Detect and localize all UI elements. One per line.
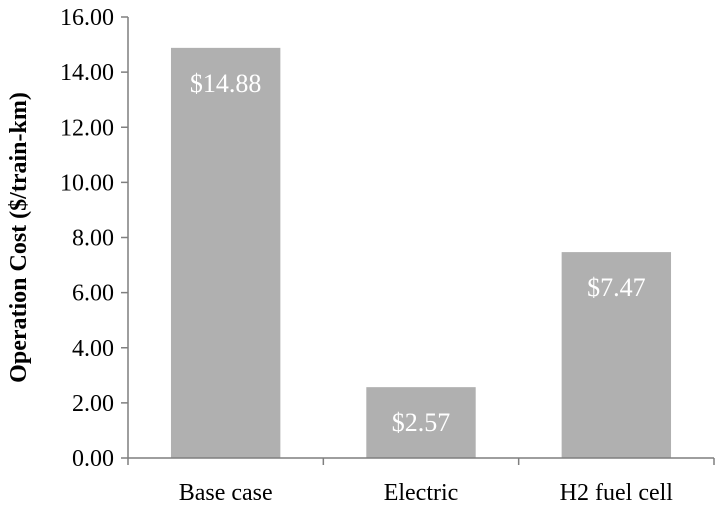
y-tick-label-6: 12.00	[60, 115, 114, 141]
x-tick-label-1: Electric	[384, 480, 459, 506]
x-tick-label-2: H2 fuel cell	[560, 480, 674, 506]
x-tick-label-0: Base case	[179, 480, 273, 506]
y-tick-label-7: 14.00	[60, 60, 114, 86]
y-tick-label-0: 0.00	[72, 446, 114, 472]
x-ticks-group: Base case Electric H2 fuel cell	[127, 458, 715, 506]
data-label-1: $2.57	[392, 408, 451, 437]
y-tick-label-3: 6.00	[72, 281, 114, 307]
y-tick-label-8: 16.00	[60, 5, 114, 31]
bar-1	[366, 387, 476, 458]
data-labels-group: $14.88 $2.57 $7.47	[190, 69, 646, 437]
y-tick-label-4: 8.00	[72, 226, 114, 252]
y-tick-label-1: 2.00	[72, 391, 114, 417]
y-tick-label-2: 4.00	[72, 336, 114, 362]
bars-group	[170, 47, 672, 459]
bar-0	[170, 47, 281, 459]
bar-2	[561, 252, 672, 458]
data-label-2: $7.47	[587, 273, 646, 302]
y-ticks-group: 0.00 2.00 4.00 6.00 8.00 10.00 12.00 14.00 16.00	[60, 5, 128, 472]
data-label-0: $14.88	[190, 69, 262, 98]
y-axis-title: Operation Cost ($/train-km)	[6, 92, 32, 383]
y-tick-label-5: 10.00	[60, 170, 114, 196]
